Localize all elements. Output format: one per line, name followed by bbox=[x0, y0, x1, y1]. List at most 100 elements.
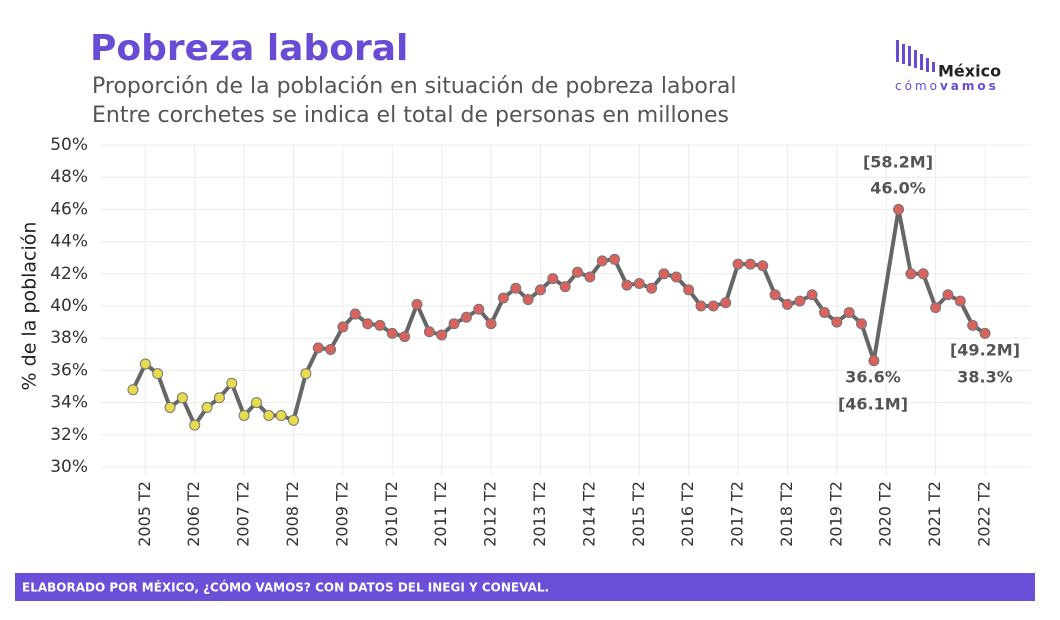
data-point bbox=[497, 292, 509, 304]
logo-name: México bbox=[938, 62, 1001, 81]
data-point bbox=[818, 306, 830, 318]
data-point bbox=[312, 342, 324, 354]
logo-tagline-light: cómo bbox=[895, 79, 940, 93]
data-point bbox=[547, 273, 559, 285]
x-tick-label: 2012 T2 bbox=[481, 481, 500, 547]
x-tick-label: 2019 T2 bbox=[826, 481, 845, 547]
data-point bbox=[522, 294, 534, 306]
y-tick-label: 50% bbox=[50, 135, 88, 155]
data-point bbox=[127, 384, 139, 396]
x-tick-label: 2017 T2 bbox=[728, 481, 747, 547]
x-tick-label: 2010 T2 bbox=[382, 481, 401, 547]
data-point bbox=[954, 295, 966, 307]
data-point bbox=[707, 300, 719, 312]
footer-bar bbox=[15, 573, 1035, 601]
data-point bbox=[843, 306, 855, 318]
x-tick-label: 2008 T2 bbox=[283, 481, 302, 547]
x-tick-label: 2018 T2 bbox=[777, 481, 796, 547]
data-point bbox=[967, 319, 979, 331]
data-point bbox=[325, 343, 337, 355]
data-point bbox=[683, 284, 695, 296]
data-point bbox=[374, 319, 386, 331]
data-point bbox=[633, 277, 645, 289]
data-point bbox=[362, 318, 374, 330]
data-point bbox=[485, 318, 497, 330]
data-point bbox=[448, 318, 460, 330]
data-point bbox=[460, 311, 472, 323]
data-point bbox=[905, 268, 917, 280]
y-tick-label: 34% bbox=[50, 393, 88, 413]
data-point bbox=[695, 300, 707, 312]
annotation: 38.3% bbox=[957, 368, 1013, 387]
data-point bbox=[930, 302, 942, 314]
y-tick-label: 40% bbox=[50, 296, 88, 316]
data-point bbox=[423, 326, 435, 338]
annotation: 36.6% bbox=[845, 368, 901, 387]
data-point bbox=[399, 331, 411, 343]
x-tick-label: 2020 T2 bbox=[876, 481, 895, 547]
data-point bbox=[856, 318, 868, 330]
data-point bbox=[559, 281, 571, 293]
data-point bbox=[942, 289, 954, 301]
data-point bbox=[893, 203, 905, 215]
x-tick-label: 2013 T2 bbox=[530, 481, 549, 547]
y-tick-label: 30% bbox=[50, 457, 88, 477]
data-point bbox=[979, 327, 991, 339]
data-point bbox=[349, 308, 361, 320]
data-point bbox=[572, 266, 584, 278]
data-point bbox=[300, 368, 312, 380]
data-point bbox=[609, 253, 621, 265]
data-point bbox=[250, 397, 262, 409]
data-point bbox=[868, 355, 880, 367]
y-tick-label: 46% bbox=[50, 199, 88, 219]
data-point bbox=[510, 282, 522, 294]
data-point bbox=[386, 327, 398, 339]
data-point bbox=[288, 414, 300, 426]
x-tick-label: 2007 T2 bbox=[234, 481, 253, 547]
data-point bbox=[757, 260, 769, 272]
data-point bbox=[658, 268, 670, 280]
data-point bbox=[275, 409, 287, 421]
y-axis-label: % de la población bbox=[19, 222, 41, 391]
x-tick-label: 2022 T2 bbox=[975, 481, 994, 547]
x-tick-label: 2009 T2 bbox=[332, 481, 351, 547]
subtitle: Proporción de la población en situación … bbox=[92, 74, 737, 99]
y-tick-label: 32% bbox=[50, 425, 88, 445]
data-point bbox=[621, 279, 633, 291]
x-tick-label: 2006 T2 bbox=[184, 481, 203, 547]
data-point bbox=[720, 297, 732, 309]
data-point bbox=[189, 419, 201, 431]
plot-area: 30% 32% 34% 36% 38% 40% 42% 44% 46% 48% 50% 2005 T2… bbox=[50, 135, 1030, 547]
x-tick-label: 2015 T2 bbox=[629, 481, 648, 547]
data-point bbox=[152, 368, 164, 380]
data-point bbox=[646, 282, 658, 294]
data-point bbox=[263, 409, 275, 421]
data-point bbox=[781, 298, 793, 310]
data-point bbox=[769, 289, 781, 301]
data-point bbox=[534, 284, 546, 296]
data-point bbox=[436, 329, 448, 341]
data-point bbox=[670, 271, 682, 283]
x-tick-label: 2021 T2 bbox=[925, 481, 944, 547]
gap-connector bbox=[871, 209, 901, 362]
data-point bbox=[744, 258, 756, 270]
source-note: ELABORADO POR MÉXICO, ¿CÓMO VAMOS? CON D… bbox=[22, 580, 549, 595]
annotation: [49.2M] bbox=[950, 341, 1020, 360]
data-point bbox=[238, 409, 250, 421]
y-tick-label: 36% bbox=[50, 360, 88, 380]
data-point bbox=[806, 289, 818, 301]
x-tick-label: 2014 T2 bbox=[579, 481, 598, 547]
data-point bbox=[226, 377, 238, 389]
y-tick-label: 48% bbox=[50, 167, 88, 187]
annotation: 46.0% bbox=[870, 179, 926, 198]
data-point bbox=[213, 392, 225, 404]
data-point bbox=[917, 268, 929, 280]
data-point bbox=[794, 295, 806, 307]
x-tick-label: 2016 T2 bbox=[678, 481, 697, 547]
data-point bbox=[337, 321, 349, 333]
data-point bbox=[584, 271, 596, 283]
y-tick-label: 38% bbox=[50, 328, 88, 348]
annotation: [58.2M] bbox=[863, 153, 933, 172]
data-point bbox=[411, 298, 423, 310]
